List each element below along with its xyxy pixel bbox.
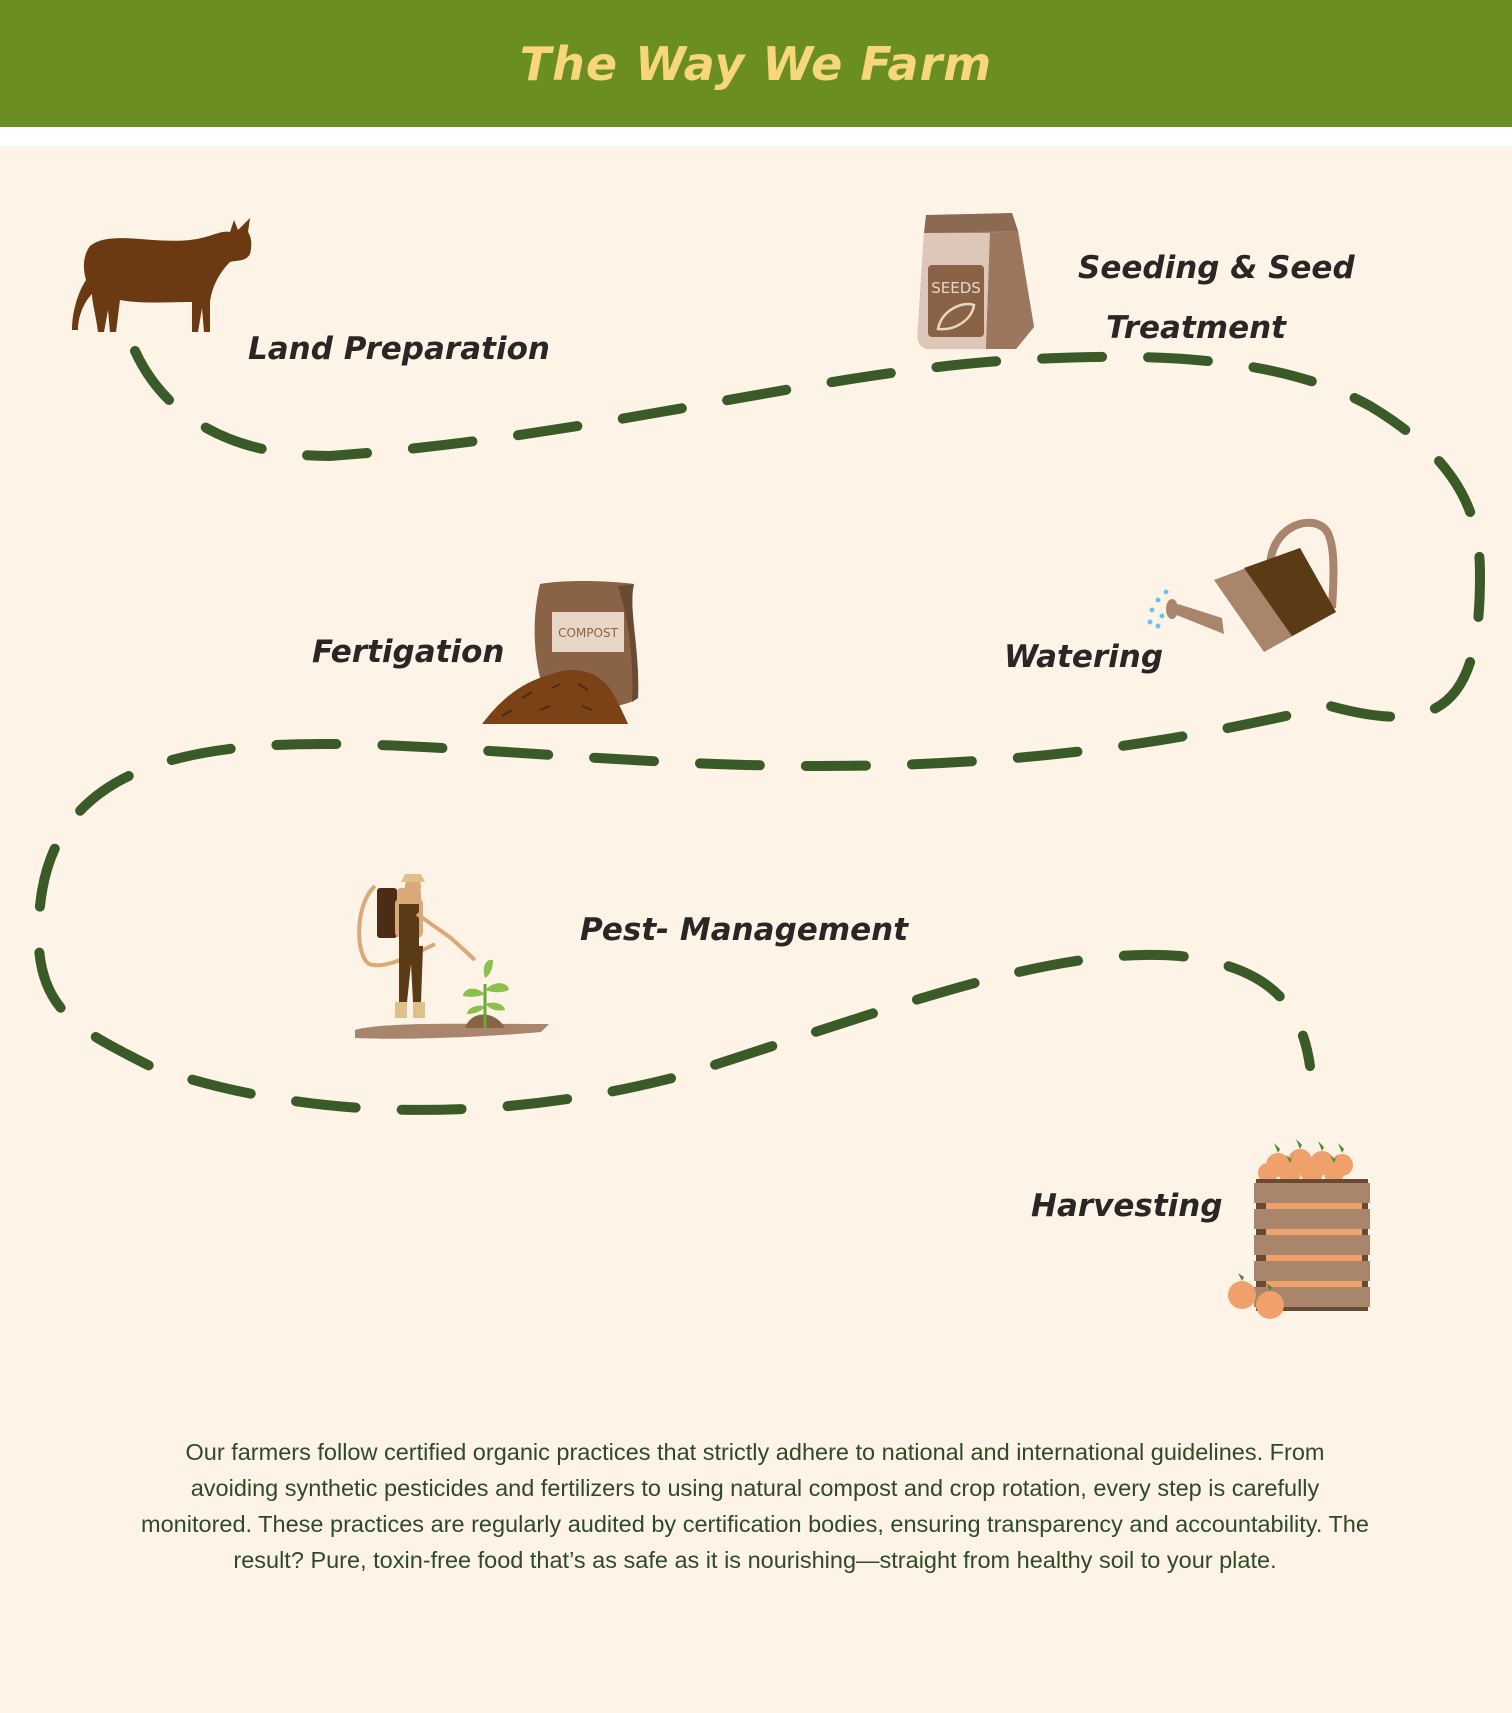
page-title: The Way We Farm [519,36,993,91]
description-text: Our farmers follow certified organic pra… [141,1439,1369,1573]
harvest-crate-icon [1228,1137,1370,1319]
farmer-spraying-icon [355,874,549,1039]
compost-bag-icon: COMPOST [482,581,639,724]
step-label-land-preparation: Land Preparation [248,331,550,367]
farming-process-section: Land Preparation SEEDS Seeding & Seed Tr… [0,146,1512,1713]
compost-text: COMPOST [558,626,618,640]
step-label-fertigation: Fertigation [312,634,505,670]
header-divider [0,127,1512,146]
step-label-pest-management: Pest- Management [580,912,909,948]
seeds-text: SEEDS [931,279,981,297]
step-label-watering: Watering [1004,639,1164,675]
step-label-seeding: Seeding & Seed [1078,250,1355,286]
watering-can-icon [1147,518,1338,652]
dashed-path [33,346,1486,1115]
step-label-seed-treatment: Treatment [1106,310,1287,346]
page-header: The Way We Farm [0,0,1512,127]
cow-icon [72,218,252,332]
seed-bag-icon: SEEDS [917,213,1034,349]
step-label-harvesting: Harvesting [1031,1188,1223,1224]
